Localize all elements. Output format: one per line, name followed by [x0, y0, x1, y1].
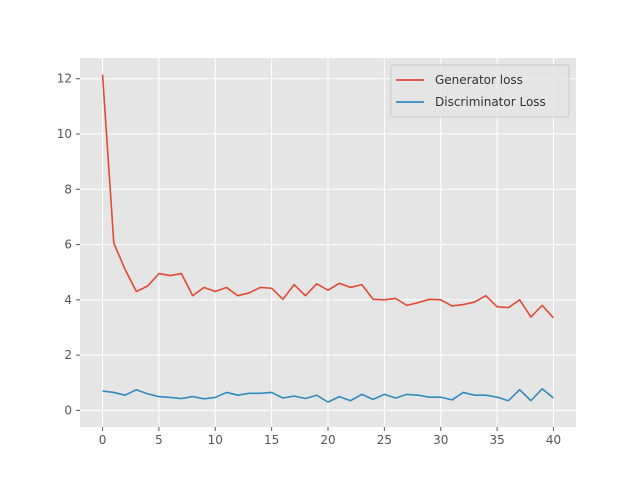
y-tick-label: 12 [57, 72, 72, 86]
x-tick-label: 5 [155, 433, 163, 447]
grid-lines [80, 58, 576, 427]
x-tick-label: 30 [433, 433, 448, 447]
legend-label-generator-loss: Generator loss [435, 73, 523, 87]
y-tick-label: 4 [64, 293, 72, 307]
y-tick-label: 8 [64, 182, 72, 196]
y-tick-label: 0 [64, 403, 72, 417]
y-tick-label: 2 [64, 348, 72, 362]
y-axis-ticks: 0 2 4 6 8 10 12 [57, 72, 80, 417]
x-tick-label: 25 [377, 433, 392, 447]
x-tick-label: 35 [489, 433, 504, 447]
generator-loss-line [101, 74, 555, 319]
x-tick-label: 40 [546, 433, 561, 447]
x-tick-label: 20 [320, 433, 335, 447]
discriminator-loss-line [102, 388, 554, 403]
legend: Generator loss Discriminator Loss [390, 64, 570, 118]
x-tick-label: 10 [208, 433, 223, 447]
y-tick-label: 6 [64, 238, 72, 252]
x-axis-ticks: 0 5 10 15 20 25 30 35 40 [99, 427, 561, 447]
legend-box [390, 64, 570, 118]
series-lines [101, 74, 555, 403]
x-tick-label: 15 [264, 433, 279, 447]
y-tick-label: 10 [57, 127, 72, 141]
x-tick-label: 0 [99, 433, 107, 447]
legend-label-discriminator-loss: Discriminator Loss [435, 95, 546, 109]
